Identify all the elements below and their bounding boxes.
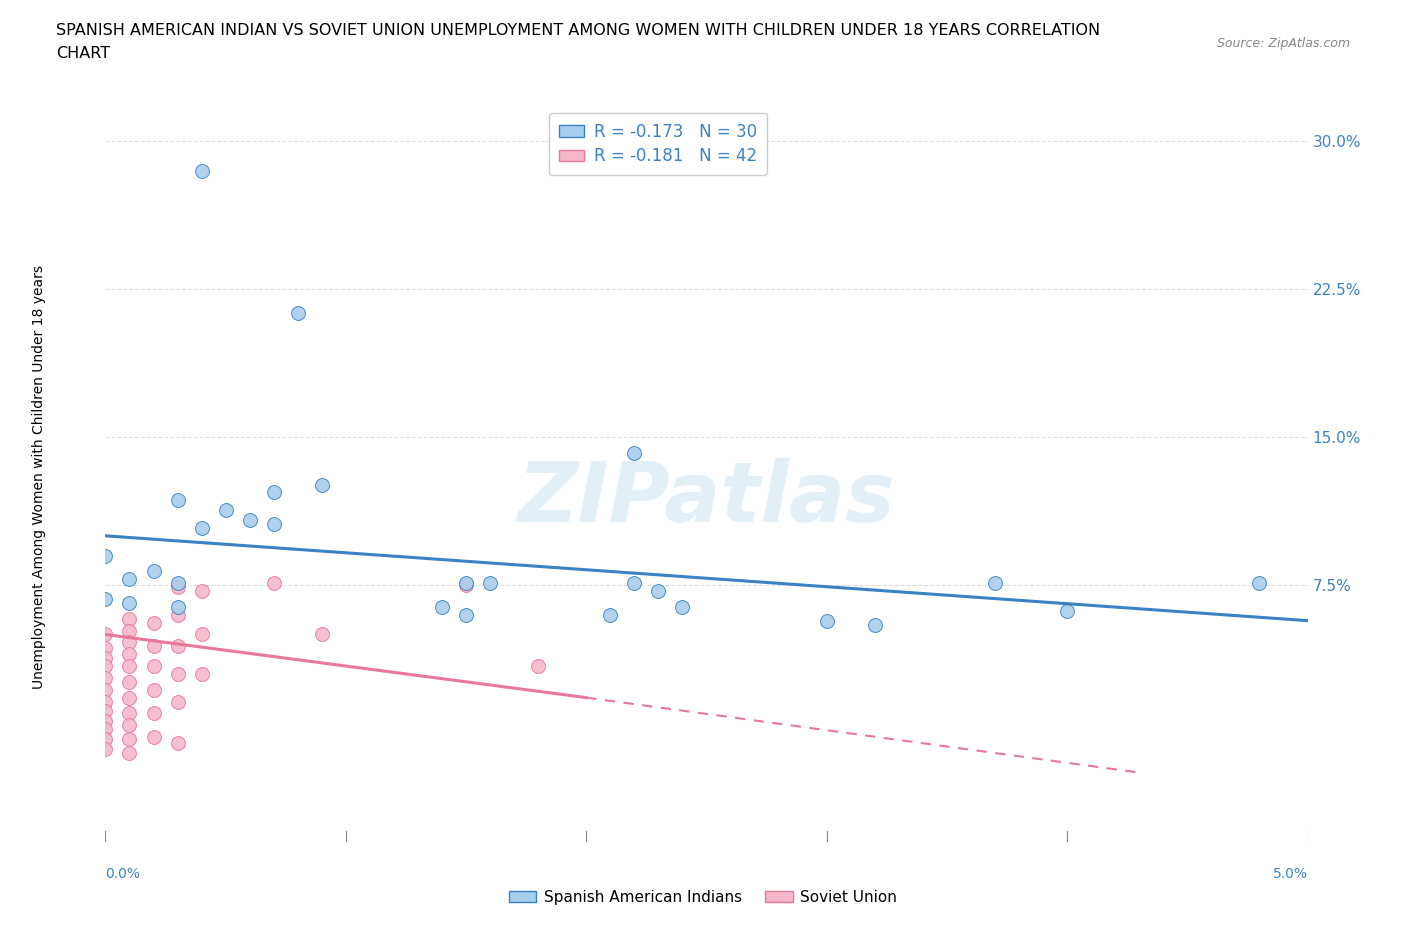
Point xyxy=(311,627,333,642)
Point xyxy=(94,732,117,747)
Point xyxy=(527,658,550,673)
Point xyxy=(430,600,453,615)
Text: 0.0%: 0.0% xyxy=(105,867,141,882)
Point xyxy=(118,611,141,626)
Text: ZIPatlas: ZIPatlas xyxy=(517,458,896,539)
Point xyxy=(190,667,212,682)
Point xyxy=(118,732,141,747)
Point xyxy=(94,671,117,685)
Point xyxy=(94,704,117,719)
Point xyxy=(190,164,212,179)
Point xyxy=(142,683,165,698)
Point xyxy=(118,674,141,689)
Point xyxy=(1249,576,1271,591)
Point xyxy=(94,722,117,737)
Point xyxy=(815,613,838,628)
Point xyxy=(142,730,165,745)
Point xyxy=(166,639,188,654)
Point xyxy=(142,616,165,631)
Point xyxy=(599,607,621,622)
Point xyxy=(94,741,117,756)
Point xyxy=(142,658,165,673)
Point xyxy=(118,635,141,650)
Point xyxy=(94,658,117,673)
Point xyxy=(118,718,141,733)
Point xyxy=(190,521,212,536)
Point xyxy=(118,658,141,673)
Point xyxy=(287,305,309,320)
Point xyxy=(190,584,212,599)
Point xyxy=(94,694,117,709)
Point xyxy=(94,641,117,656)
Point xyxy=(311,477,333,492)
Text: Source: ZipAtlas.com: Source: ZipAtlas.com xyxy=(1216,37,1350,50)
Point xyxy=(166,600,188,615)
Point xyxy=(863,618,886,632)
Point xyxy=(239,512,262,527)
Point xyxy=(142,639,165,654)
Point xyxy=(454,607,477,622)
Legend: Spanish American Indians, Soviet Union: Spanish American Indians, Soviet Union xyxy=(503,884,903,911)
Point xyxy=(623,445,645,460)
Point xyxy=(94,651,117,666)
Point xyxy=(118,690,141,705)
Point xyxy=(623,576,645,591)
Text: SPANISH AMERICAN INDIAN VS SOVIET UNION UNEMPLOYMENT AMONG WOMEN WITH CHILDREN U: SPANISH AMERICAN INDIAN VS SOVIET UNION … xyxy=(56,23,1101,38)
Text: Unemployment Among Women with Children Under 18 years: Unemployment Among Women with Children U… xyxy=(32,265,46,688)
Point xyxy=(454,578,477,592)
Point xyxy=(479,576,502,591)
Point xyxy=(94,683,117,698)
Point xyxy=(454,576,477,591)
Point xyxy=(166,607,188,622)
Point xyxy=(118,706,141,721)
Point xyxy=(166,493,188,508)
Text: CHART: CHART xyxy=(56,46,110,61)
Text: 5.0%: 5.0% xyxy=(1272,867,1308,882)
Point xyxy=(166,579,188,594)
Point xyxy=(214,503,236,518)
Point xyxy=(94,627,117,642)
Point xyxy=(190,627,212,642)
Point xyxy=(263,576,285,591)
Point xyxy=(263,485,285,499)
Point xyxy=(671,600,693,615)
Point xyxy=(118,595,141,610)
Point xyxy=(166,576,188,591)
Point xyxy=(166,694,188,709)
Point xyxy=(94,548,117,563)
Point xyxy=(142,706,165,721)
Point xyxy=(118,623,141,638)
Point xyxy=(1056,604,1078,618)
Point xyxy=(94,714,117,729)
Point xyxy=(142,564,165,578)
Point xyxy=(166,667,188,682)
Point xyxy=(984,576,1007,591)
Point xyxy=(118,572,141,587)
Point xyxy=(118,646,141,661)
Point xyxy=(118,746,141,761)
Point xyxy=(94,591,117,606)
Legend: R = -0.173   N = 30, R = -0.181   N = 42: R = -0.173 N = 30, R = -0.181 N = 42 xyxy=(550,113,768,175)
Point xyxy=(263,516,285,531)
Point xyxy=(647,584,669,599)
Point xyxy=(166,736,188,751)
